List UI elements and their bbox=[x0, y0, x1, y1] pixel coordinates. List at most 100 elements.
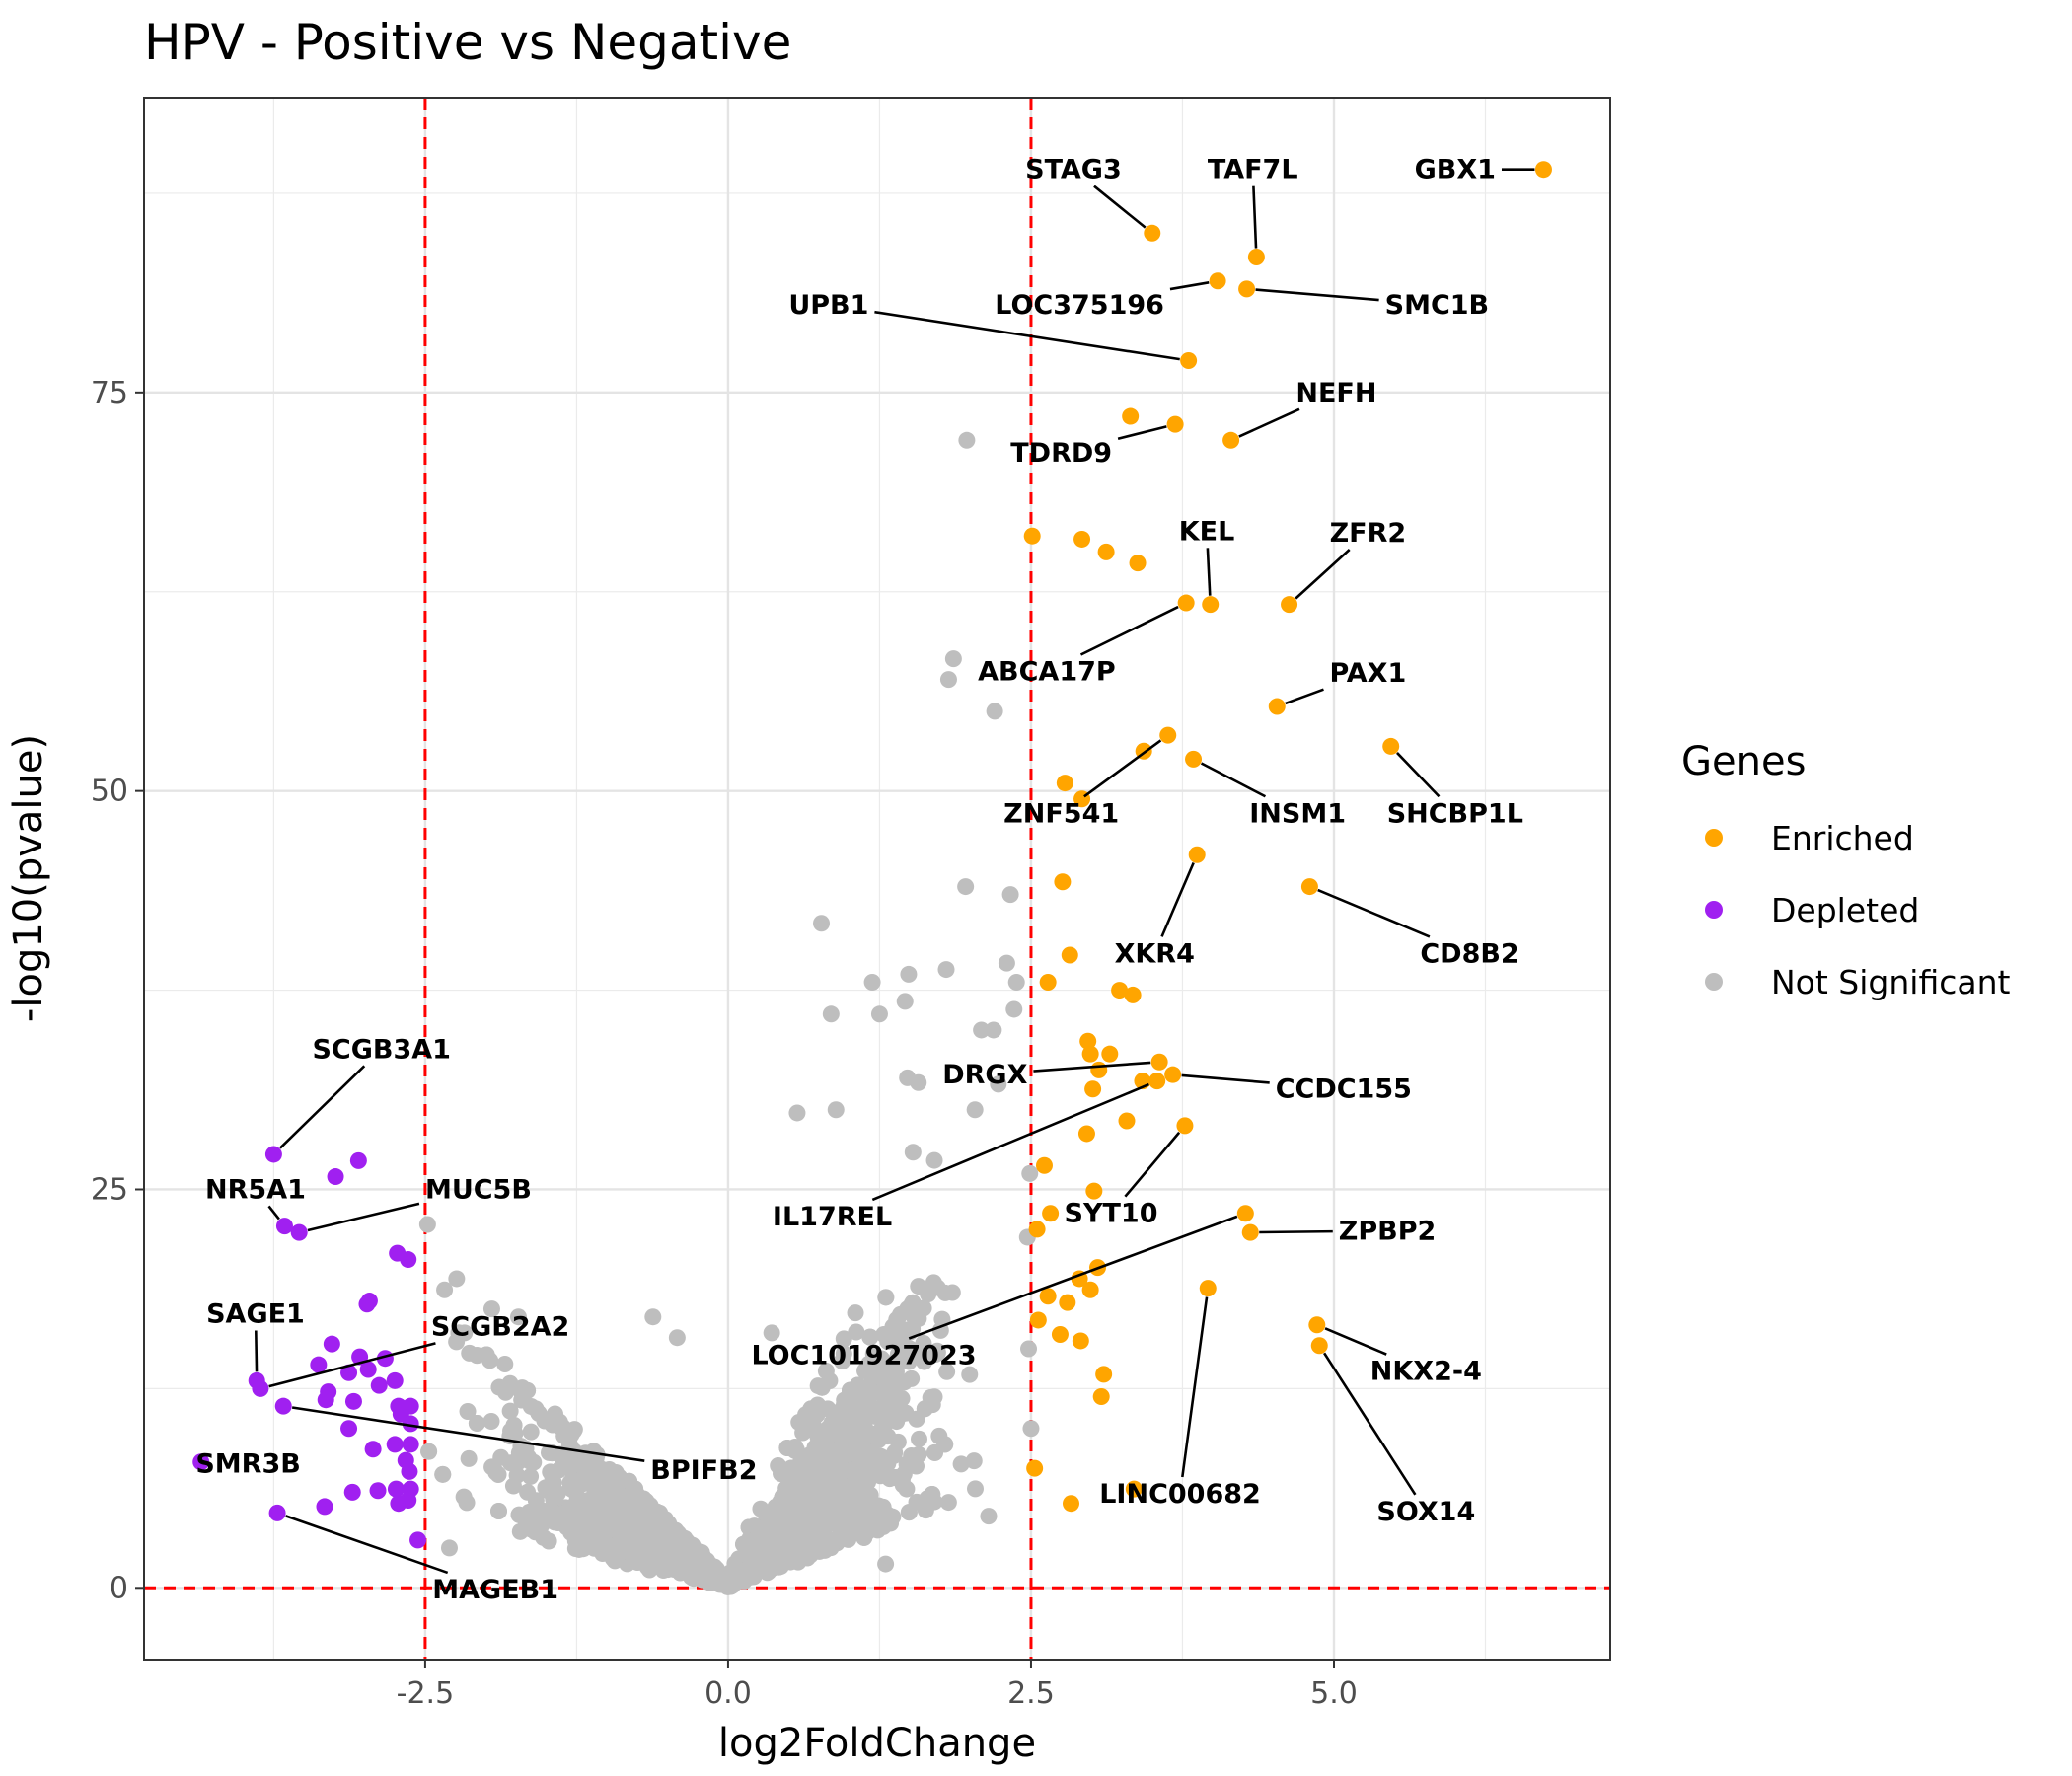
not-significant-point bbox=[1007, 973, 1025, 991]
not-significant-point bbox=[904, 1144, 922, 1161]
not-significant-point bbox=[872, 1410, 890, 1428]
enriched-point bbox=[1185, 750, 1203, 768]
not-significant-point bbox=[770, 1558, 787, 1576]
label-leader-line bbox=[285, 1515, 449, 1575]
not-significant-point bbox=[884, 1318, 902, 1336]
not-significant-point bbox=[938, 1363, 956, 1380]
not-significant-point bbox=[924, 1486, 941, 1504]
gene-label: TDRD9 bbox=[1010, 438, 1112, 469]
label-leader-line bbox=[1255, 288, 1379, 302]
depleted-point bbox=[409, 1531, 427, 1549]
not-significant-point bbox=[798, 1492, 816, 1510]
not-significant-point bbox=[827, 1101, 845, 1119]
not-significant-point bbox=[420, 1443, 438, 1460]
legend-title: Genes bbox=[1681, 739, 1806, 784]
not-significant-point bbox=[570, 1540, 588, 1558]
gene-labels: GBX1 STAG3 TAF7L LOC375196 SMC1B UPB1 NEFH TDRD… bbox=[195, 155, 1535, 1605]
depleted-point bbox=[369, 1482, 387, 1500]
depleted-point bbox=[349, 1151, 367, 1169]
not-significant-point bbox=[900, 1504, 918, 1521]
not-significant-point bbox=[879, 1332, 897, 1350]
enriched-point bbox=[1039, 1288, 1057, 1305]
label-leader-line bbox=[871, 1082, 1149, 1202]
not-significant-point bbox=[816, 1541, 834, 1559]
enriched-point bbox=[1028, 1221, 1046, 1238]
enriched-point bbox=[1534, 161, 1552, 179]
not-significant-point bbox=[833, 1407, 851, 1425]
not-significant-point bbox=[896, 993, 914, 1010]
depleted-point bbox=[252, 1379, 269, 1397]
gene-label: NEFH bbox=[1295, 378, 1376, 408]
not-significant-point bbox=[1021, 1164, 1039, 1182]
not-significant-point bbox=[877, 1555, 895, 1573]
gene-label: UPB1 bbox=[788, 290, 868, 321]
depleted-point bbox=[386, 1436, 404, 1453]
not-significant-point bbox=[863, 973, 881, 991]
not-significant-point bbox=[797, 1528, 815, 1546]
not-significant-point bbox=[816, 1464, 834, 1482]
gene-label: GBX1 bbox=[1415, 155, 1496, 185]
enriched-point bbox=[1222, 431, 1240, 449]
not-significant-point bbox=[1022, 1420, 1040, 1438]
not-significant-point bbox=[961, 1366, 979, 1383]
not-significant-point bbox=[1001, 886, 1019, 904]
not-significant-point bbox=[936, 1436, 954, 1453]
not-significant-point bbox=[728, 1560, 746, 1578]
gene-label: ZPBP2 bbox=[1339, 1216, 1437, 1246]
threshold-lines bbox=[144, 98, 1610, 1660]
not-significant-point bbox=[776, 1538, 793, 1556]
enriched-point bbox=[1122, 407, 1140, 425]
enriched-point bbox=[1166, 415, 1184, 433]
not-significant-point bbox=[760, 1540, 777, 1558]
not-significant-point bbox=[966, 1480, 984, 1498]
not-significant-point bbox=[965, 1452, 983, 1470]
y-tick-label: 75 bbox=[91, 376, 128, 410]
gene-label: ABCA17P bbox=[978, 657, 1116, 688]
not-significant-point bbox=[819, 1400, 837, 1418]
depleted-point bbox=[274, 1397, 292, 1415]
enriched-point bbox=[1061, 946, 1078, 964]
legend-swatch bbox=[1705, 829, 1723, 847]
y-tick-label: 25 bbox=[91, 1172, 128, 1207]
not-significant-point bbox=[772, 1520, 789, 1538]
enriched-point bbox=[1039, 973, 1057, 991]
gene-label: ZNF541 bbox=[1003, 798, 1119, 829]
not-significant-point bbox=[861, 1328, 879, 1346]
enriched-point bbox=[1035, 1156, 1053, 1174]
enriched-point bbox=[1090, 1061, 1108, 1078]
enriched-point bbox=[1144, 224, 1161, 242]
enriched-point bbox=[1084, 1080, 1102, 1098]
enriched-point bbox=[1081, 1281, 1099, 1298]
label-leader-line bbox=[1285, 688, 1324, 705]
label-leader-line bbox=[1323, 1352, 1417, 1496]
label-leader-line bbox=[1252, 185, 1258, 249]
depleted-point bbox=[359, 1361, 377, 1378]
depleted-point bbox=[386, 1371, 404, 1389]
enriched-point bbox=[1176, 1117, 1194, 1135]
not-significant-point bbox=[904, 1294, 922, 1311]
enriched-point bbox=[1077, 1125, 1095, 1143]
enriched-point bbox=[1042, 1205, 1060, 1222]
not-significant-point bbox=[583, 1495, 601, 1513]
depleted-point bbox=[264, 1146, 282, 1163]
not-significant-point bbox=[957, 878, 975, 896]
not-significant-point bbox=[778, 1439, 796, 1456]
not-significant-point bbox=[583, 1514, 601, 1531]
not-significant-point bbox=[910, 1278, 927, 1295]
enriched-point bbox=[1056, 775, 1073, 792]
not-significant-point bbox=[450, 1324, 468, 1342]
not-significant-point bbox=[601, 1466, 619, 1484]
not-significant-point bbox=[482, 1300, 500, 1318]
not-significant-point bbox=[522, 1467, 540, 1485]
not-significant-point bbox=[496, 1355, 514, 1372]
gene-label: TAF7L bbox=[1208, 155, 1298, 185]
label-leader-line bbox=[1200, 762, 1267, 798]
not-significant-point bbox=[440, 1539, 458, 1557]
enriched-point bbox=[1236, 1205, 1254, 1222]
gene-label: BPIFB2 bbox=[650, 1455, 757, 1486]
gene-label: IL17REL bbox=[773, 1202, 892, 1232]
enriched-point bbox=[1026, 1459, 1044, 1477]
label-leader-line bbox=[1124, 1131, 1181, 1198]
not-significant-point bbox=[897, 1349, 915, 1367]
